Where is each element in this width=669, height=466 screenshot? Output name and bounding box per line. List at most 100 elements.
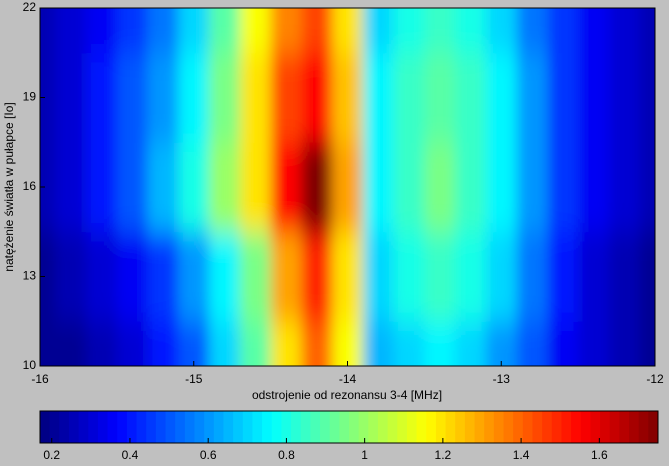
heat-cell bbox=[578, 321, 610, 366]
heat-cell bbox=[239, 142, 272, 233]
heat-cell bbox=[578, 52, 610, 143]
colorbar-cell bbox=[532, 411, 543, 443]
heat-cell bbox=[424, 52, 456, 143]
heat-cell bbox=[332, 52, 364, 143]
colorbar-cell bbox=[329, 411, 340, 443]
heat-cell bbox=[547, 52, 579, 143]
colorbar-cell bbox=[97, 411, 109, 443]
colorbar-cell bbox=[629, 411, 640, 443]
colorbar-cell bbox=[435, 411, 447, 443]
colorbar-cell bbox=[117, 411, 128, 443]
x-tick-label: -16 bbox=[31, 372, 49, 386]
heat-cell bbox=[270, 321, 302, 366]
heat-cell bbox=[209, 231, 241, 322]
y-tick-label: 10 bbox=[23, 358, 37, 372]
heat-cell bbox=[86, 231, 118, 322]
colorbar-cell bbox=[233, 411, 244, 443]
colorbar-cell bbox=[194, 411, 205, 443]
heat-cell bbox=[393, 321, 425, 366]
heat-cell bbox=[455, 52, 487, 143]
colorbar-cell bbox=[464, 411, 476, 443]
heat-cell bbox=[301, 52, 333, 143]
heat-cell bbox=[55, 52, 87, 143]
colorbar-frame bbox=[39, 410, 659, 444]
y-tick-label: 13 bbox=[23, 269, 37, 283]
colorbar-cell bbox=[474, 411, 485, 443]
heat-cell bbox=[455, 142, 487, 233]
colorbar-cell bbox=[484, 411, 495, 443]
colorbar-cell bbox=[291, 411, 302, 443]
plot-area bbox=[40, 8, 655, 366]
heat-cell bbox=[485, 142, 518, 233]
heat-cell bbox=[86, 142, 118, 233]
heat-cell bbox=[608, 8, 641, 54]
colorbar-tick-label: 0.4 bbox=[122, 448, 139, 462]
colorbar-cell bbox=[88, 411, 99, 443]
heat-cell bbox=[209, 321, 241, 366]
heat-cell bbox=[516, 321, 548, 366]
colorbar-cell bbox=[300, 411, 311, 443]
heat-cell bbox=[86, 8, 118, 54]
heat-cell bbox=[547, 8, 579, 54]
heat-cell bbox=[362, 142, 395, 233]
colorbar-cell bbox=[416, 411, 427, 443]
heat-cell bbox=[332, 142, 364, 233]
y-axis-label: natężenie światła w pułapce [Io] bbox=[2, 102, 16, 271]
heat-cell bbox=[147, 142, 179, 233]
colorbar-cell bbox=[445, 411, 456, 443]
heat-cell bbox=[116, 52, 149, 143]
colorbar-cell bbox=[78, 411, 89, 443]
heat-cell bbox=[516, 52, 548, 143]
colorbar-cell bbox=[648, 411, 659, 443]
heat-cell bbox=[424, 321, 456, 366]
heat-cell bbox=[55, 142, 87, 233]
heat-cell bbox=[301, 8, 333, 54]
colorbar-cell bbox=[165, 411, 176, 443]
heat-cell bbox=[516, 142, 548, 233]
heat-cell bbox=[362, 321, 395, 366]
colorbar-cell bbox=[40, 411, 51, 443]
heat-cell bbox=[147, 321, 179, 366]
colorbar-tick-label: 1.6 bbox=[591, 448, 608, 462]
colorbar-cell bbox=[561, 411, 572, 443]
heat-cell bbox=[147, 8, 179, 54]
heat-cell bbox=[239, 231, 272, 322]
heat-cell bbox=[393, 8, 425, 54]
heat-cell bbox=[40, 52, 56, 143]
heat-cell bbox=[209, 142, 241, 233]
heat-cell bbox=[178, 321, 210, 366]
colorbar-cell bbox=[146, 411, 157, 443]
colorbar-tick-label: 0.8 bbox=[278, 448, 295, 462]
heat-cell bbox=[639, 52, 655, 143]
heat-cell bbox=[362, 231, 395, 322]
colorbar-cell bbox=[271, 411, 282, 443]
heat-cell bbox=[485, 231, 518, 322]
y-tick-label: 19 bbox=[23, 90, 37, 104]
y-tick-label: 22 bbox=[23, 0, 37, 14]
colorbar-cell bbox=[406, 411, 418, 443]
heat-cell bbox=[639, 321, 655, 366]
colorbar-cell bbox=[493, 411, 504, 443]
colorbar-cell bbox=[503, 411, 514, 443]
heat-cell bbox=[608, 142, 641, 233]
heat-cell bbox=[116, 321, 149, 366]
heat-cell bbox=[86, 321, 118, 366]
heat-cell bbox=[424, 231, 456, 322]
colorbar-cell bbox=[455, 411, 466, 443]
heat-cell bbox=[40, 321, 56, 366]
x-tick-label: -13 bbox=[493, 372, 511, 386]
heat-cell bbox=[393, 231, 425, 322]
colorbar-cell bbox=[310, 411, 321, 443]
heat-cell bbox=[547, 321, 579, 366]
heat-cell bbox=[147, 52, 179, 143]
colorbar-tick-label: 0.2 bbox=[43, 448, 60, 462]
heat-cell bbox=[116, 8, 149, 54]
colorbar-cell bbox=[571, 411, 582, 443]
heat-cell bbox=[116, 142, 149, 233]
colorbar-cell bbox=[377, 411, 389, 443]
colorbar-cell bbox=[242, 411, 253, 443]
heat-cell bbox=[393, 52, 425, 143]
colorbar-cell bbox=[223, 411, 234, 443]
colorbar-cell bbox=[522, 411, 533, 443]
colorbar-cell bbox=[580, 411, 591, 443]
